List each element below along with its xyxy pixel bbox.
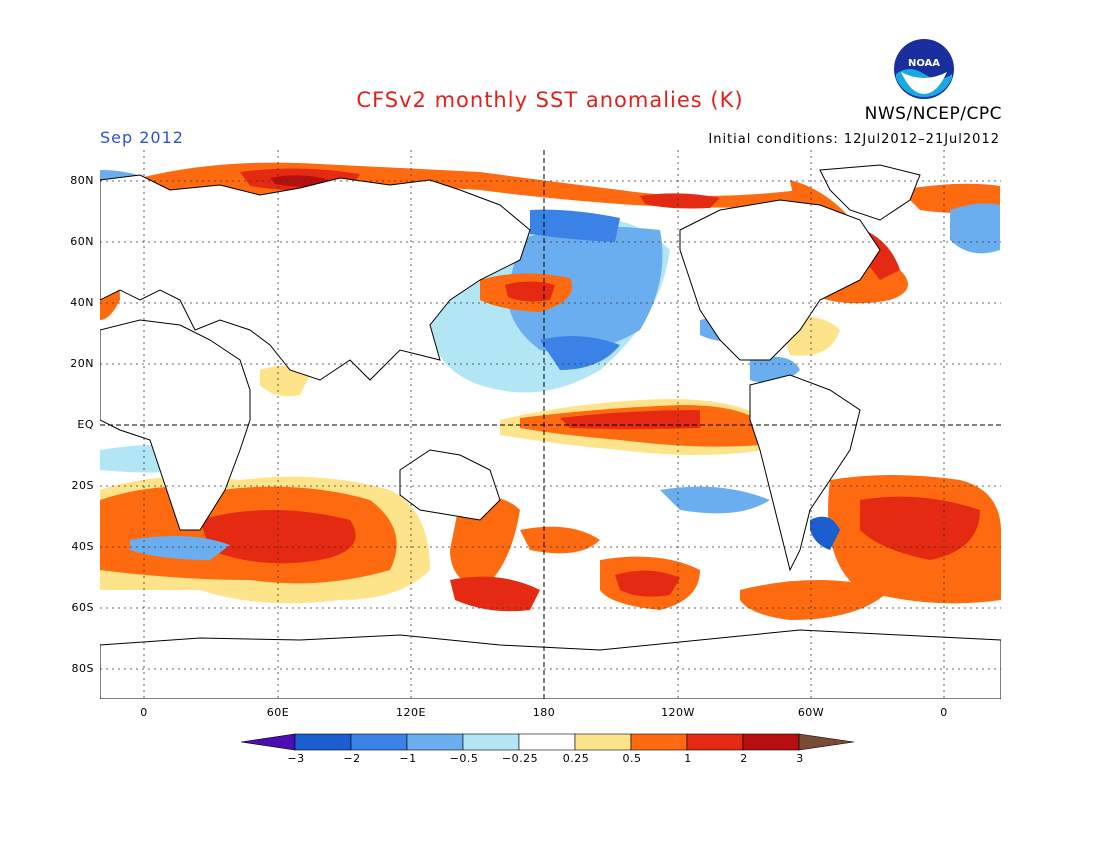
sst-anomaly-map: [100, 150, 1001, 699]
colorbar-segment: [240, 733, 296, 751]
lon-label: 180: [532, 706, 556, 719]
noaa-logo: NOAA: [894, 39, 954, 99]
colorbar-segment: [798, 733, 855, 751]
colorbar-segment: [350, 733, 408, 751]
colorbar-tick-label: 0.25: [562, 752, 590, 765]
colorbar-tick-label: −0.5: [449, 752, 479, 765]
colorbar-segment: [462, 733, 520, 751]
lon-label: 60W: [797, 706, 825, 719]
anomaly-colorbar: [240, 733, 855, 751]
colorbar-tick-label: 0.5: [622, 752, 642, 765]
lon-label: 120W: [661, 706, 695, 719]
colorbar-tick-label: −2: [343, 752, 361, 765]
colorbar-segment: [574, 733, 632, 751]
lat-label: 80N: [70, 174, 94, 187]
lon-label: 0: [940, 706, 948, 719]
lat-label: EQ: [77, 418, 94, 431]
colorbar-tick-label: −1: [399, 752, 417, 765]
map-title: CFSv2 monthly SST anomalies (K): [356, 88, 744, 112]
organization-label: NWS/NCEP/CPC: [864, 104, 1002, 124]
lat-label: 20N: [70, 357, 94, 370]
colorbar-segment: [406, 733, 464, 751]
equator-dateline: [100, 150, 1001, 699]
lat-label: 40N: [70, 296, 94, 309]
forecast-month: Sep 2012: [100, 128, 184, 147]
lon-label: 0: [140, 706, 148, 719]
lat-label: 60N: [70, 235, 94, 248]
initial-conditions: Initial conditions: 12Jul2012–21Jul2012: [708, 132, 1000, 147]
noaa-logo-text: NOAA: [908, 58, 940, 69]
colorbar-tick-label: −3: [287, 752, 305, 765]
colorbar-tick-label: −0.25: [501, 752, 539, 765]
lat-label: 60S: [71, 601, 94, 614]
lat-label: 40S: [71, 540, 94, 553]
colorbar-tick-label: 3: [796, 752, 804, 765]
colorbar-segment: [294, 733, 352, 751]
lon-label: 60E: [266, 706, 290, 719]
lat-label: 80S: [71, 662, 94, 675]
colorbar-segment: [518, 733, 576, 751]
colorbar-segment: [686, 733, 744, 751]
lat-label: 20S: [71, 479, 94, 492]
colorbar-segment: [742, 733, 800, 751]
colorbar-segment: [630, 733, 688, 751]
colorbar-tick-label: 2: [740, 752, 748, 765]
graticule: [100, 150, 1001, 699]
lon-label: 120E: [396, 706, 426, 719]
colorbar-tick-label: 1: [684, 752, 692, 765]
continents: [100, 164, 1001, 699]
